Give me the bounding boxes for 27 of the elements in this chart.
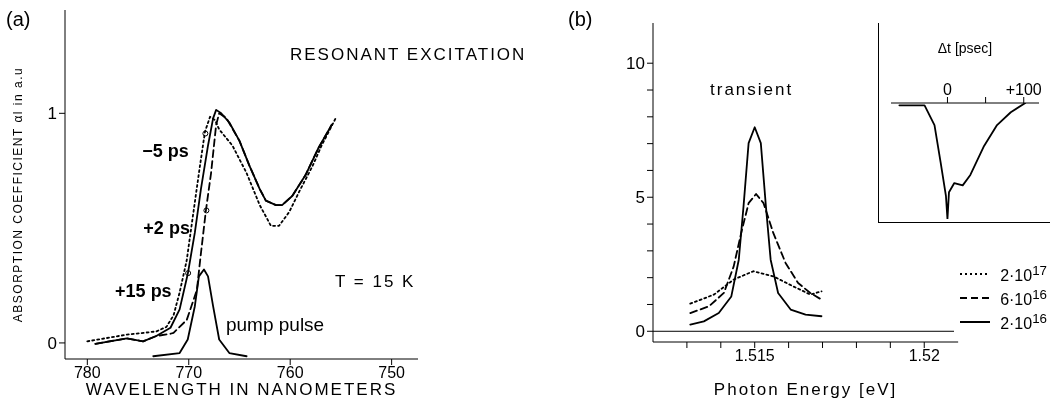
x-tick-label: 1.515 bbox=[734, 347, 775, 365]
annotation: transient bbox=[710, 80, 794, 100]
x-tick-label: 750 bbox=[378, 364, 406, 382]
x-tick-label: 760 bbox=[276, 364, 304, 382]
x-axis-title: WAVELENGTH IN NANOMETERS bbox=[85, 380, 398, 399]
annotation: −5 ps bbox=[142, 141, 189, 162]
annotation: +2 ps bbox=[143, 217, 190, 238]
annotation: +15 ps bbox=[115, 280, 172, 301]
legend-label: 2·10$^{16}$ bbox=[1000, 310, 1047, 334]
annotation: T = 15 K bbox=[335, 272, 416, 292]
y-tick-label: 0 bbox=[635, 322, 645, 342]
x-tick-label: 780 bbox=[73, 364, 101, 382]
series-label: pump pulse bbox=[225, 314, 325, 336]
y-tick-label: 5 bbox=[635, 188, 645, 208]
legend-label: 2·10$^{17}$ bbox=[1000, 262, 1047, 286]
chart-title: (b) bbox=[568, 8, 593, 31]
y-axis-title: ABSORPTION COEFFICIENT αl in a.u bbox=[11, 66, 25, 323]
legend-label: 6·10$^{16}$ bbox=[1000, 286, 1047, 310]
x-tick-label: 770 bbox=[175, 364, 203, 382]
x-axis-title: Δt [psec] bbox=[937, 40, 993, 56]
y-tick-label: 1 bbox=[47, 104, 57, 124]
chart-title: (a) bbox=[6, 8, 31, 31]
annotation: RESONANT EXCITATION bbox=[290, 45, 527, 65]
y-tick-label: 10 bbox=[626, 54, 645, 74]
x-axis-title: Photon Energy [eV] bbox=[713, 380, 898, 399]
x-tick-label: +100 bbox=[1005, 81, 1042, 98]
x-tick-label: 1.52 bbox=[908, 347, 940, 365]
